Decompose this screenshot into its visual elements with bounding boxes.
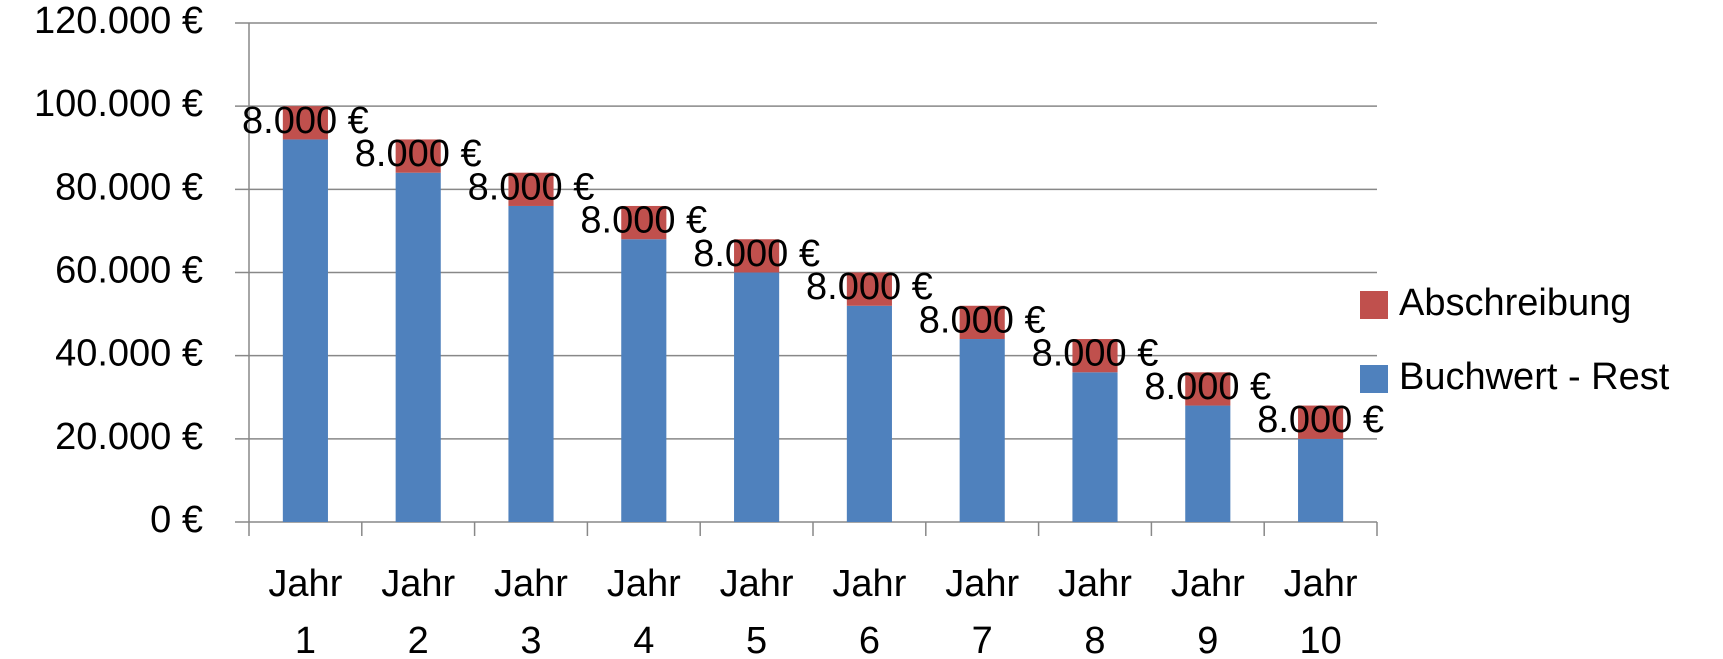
legend-swatch: [1360, 365, 1388, 393]
y-tick-label: 60.000 €: [55, 250, 203, 292]
bar-segment: [960, 339, 1005, 522]
x-tick-label: Jahr 1: [255, 556, 355, 659]
y-tick-label: 120.000 €: [34, 0, 203, 42]
chart: 0 € 20.000 € 40.000 € 60.000 € 80.000 € 100.0…: [0, 0, 1723, 659]
data-label: 8.000 €: [355, 133, 482, 175]
data-label: 8.000 €: [242, 100, 369, 142]
x-tick-label: Jahr 10: [1271, 556, 1371, 659]
data-label: 8.000 €: [806, 266, 933, 308]
bar-segment: [1298, 439, 1343, 522]
y-tick-label: 20.000 €: [55, 416, 203, 458]
bar-segment: [1072, 372, 1117, 522]
bar-segment: [734, 273, 779, 523]
data-label: 8.000 €: [1032, 333, 1159, 375]
x-tick-label: Jahr 5: [707, 556, 807, 659]
x-tick-label: Jahr 7: [932, 556, 1032, 659]
legend-label: Abschreibung: [1399, 282, 1631, 324]
data-label: 8.000 €: [1144, 366, 1271, 408]
data-label: 8.000 €: [693, 233, 820, 275]
bar-segment: [621, 239, 666, 522]
x-tick-label: Jahr 9: [1158, 556, 1258, 659]
y-tick-label: 80.000 €: [55, 166, 203, 208]
x-tick-label: Jahr 4: [594, 556, 694, 659]
data-label: 8.000 €: [468, 166, 595, 208]
x-tick-label: Jahr 2: [368, 556, 468, 659]
bar-segment: [508, 206, 553, 522]
y-tick-label: 40.000 €: [55, 333, 203, 375]
legend-label: Buchwert - Rest: [1399, 356, 1670, 398]
bar-segment: [847, 306, 892, 522]
x-tick-label: Jahr 3: [481, 556, 581, 659]
bar-segment: [283, 139, 328, 522]
legend-swatch: [1360, 291, 1388, 319]
x-tick-label: Jahr 8: [1045, 556, 1145, 659]
data-label: 8.000 €: [1257, 399, 1384, 441]
y-tick-label: 100.000 €: [34, 83, 203, 125]
bar-segment: [396, 173, 441, 522]
data-label: 8.000 €: [919, 299, 1046, 341]
bar-segment: [1185, 406, 1230, 522]
x-tick-label: Jahr 6: [819, 556, 919, 659]
y-tick-label: 0 €: [150, 499, 203, 541]
data-label: 8.000 €: [580, 200, 707, 242]
